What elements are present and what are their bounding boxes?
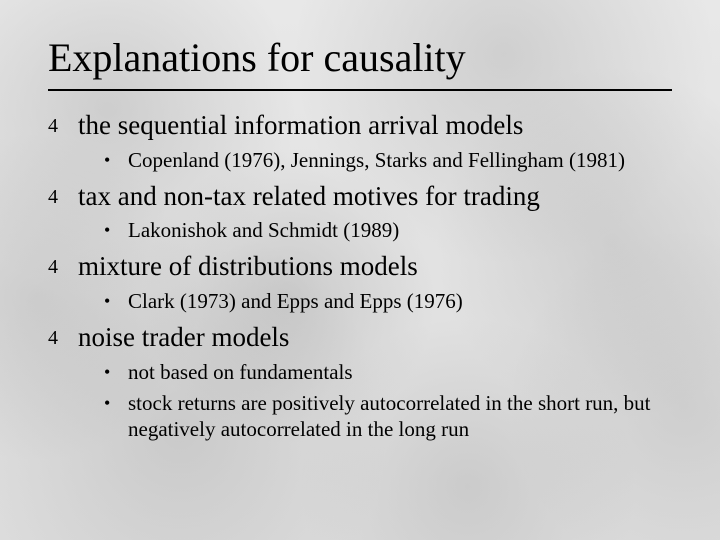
bullet-lvl1-icon: 4: [48, 250, 78, 280]
title-rule: [48, 89, 672, 91]
list-subitem-label: Lakonishok and Schmidt (1989): [128, 217, 399, 244]
list-item-label: noise trader models: [78, 321, 289, 355]
slide: Explanations for causality 4 the sequent…: [0, 0, 720, 540]
bullet-lvl1-icon: 4: [48, 180, 78, 210]
list-subitem: • Copenland (1976), Jennings, Starks and…: [104, 147, 672, 174]
list-item: 4 noise trader models: [48, 321, 672, 355]
bullet-lvl2-icon: •: [104, 217, 128, 242]
list-item-label: mixture of distributions models: [78, 250, 418, 284]
bullet-lvl2-icon: •: [104, 288, 128, 313]
list-subitem: • Clark (1973) and Epps and Epps (1976): [104, 288, 672, 315]
bullet-lvl2-icon: •: [104, 390, 128, 415]
list-subitem: • not based on fundamentals: [104, 359, 672, 386]
list-item: 4 mixture of distributions models: [48, 250, 672, 284]
bullet-lvl1-icon: 4: [48, 109, 78, 139]
list-item-label: tax and non-tax related motives for trad…: [78, 180, 540, 214]
list-item: 4 tax and non-tax related motives for tr…: [48, 180, 672, 214]
list-subitem-label: Copenland (1976), Jennings, Starks and F…: [128, 147, 625, 174]
list-subitem-label: not based on fundamentals: [128, 359, 353, 386]
slide-content: 4 the sequential information arrival mod…: [48, 109, 672, 443]
list-subitem: • Lakonishok and Schmidt (1989): [104, 217, 672, 244]
slide-title: Explanations for causality: [48, 34, 672, 81]
bullet-lvl2-icon: •: [104, 147, 128, 172]
list-subitem-label: stock returns are positively autocorrela…: [128, 390, 672, 444]
bullet-lvl1-icon: 4: [48, 321, 78, 351]
list-subitem-label: Clark (1973) and Epps and Epps (1976): [128, 288, 463, 315]
list-item-label: the sequential information arrival model…: [78, 109, 523, 143]
list-subitem: • stock returns are positively autocorre…: [104, 390, 672, 444]
list-item: 4 the sequential information arrival mod…: [48, 109, 672, 143]
bullet-lvl2-icon: •: [104, 359, 128, 384]
